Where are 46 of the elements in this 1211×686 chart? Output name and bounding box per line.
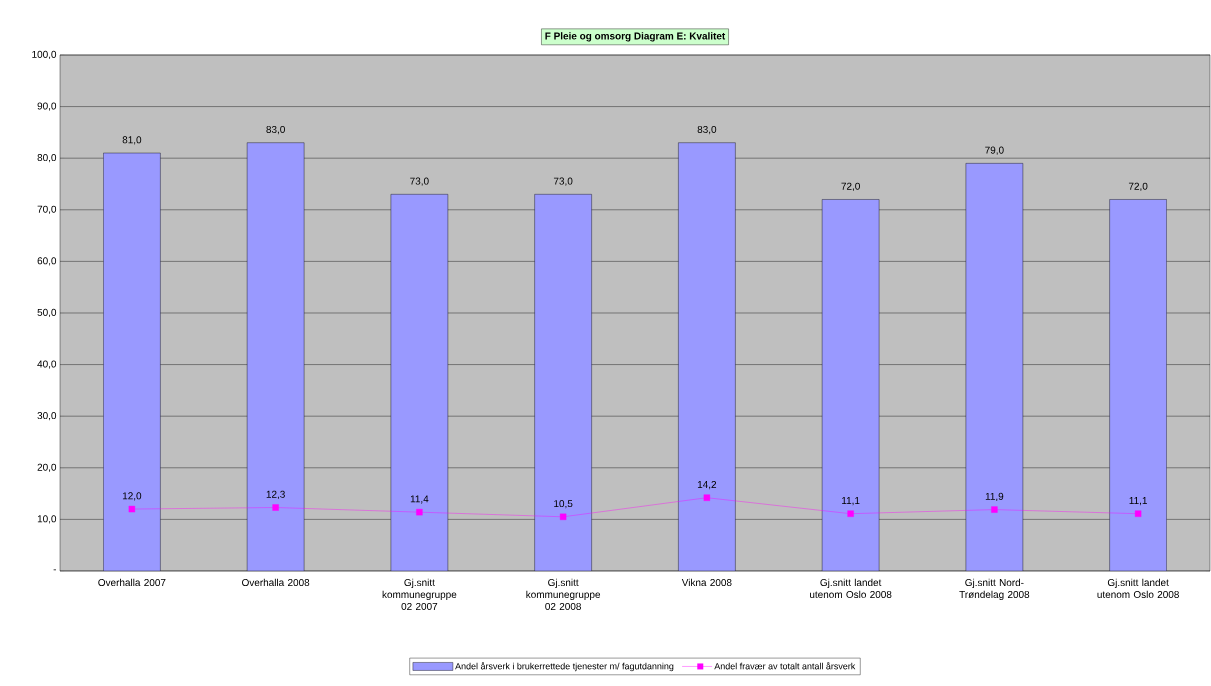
chart-title: F Pleie og omsorg Diagram E: Kvalitet (545, 32, 726, 42)
point (703, 494, 711, 501)
point (128, 505, 136, 513)
data-label: 14,2 (697, 480, 717, 490)
y-tick-label: 80,0 (37, 154, 57, 163)
y-tick-label: - (53, 569, 57, 571)
data-label: 73,0 (553, 177, 573, 186)
y-tick-label: 70,0 (37, 205, 57, 214)
y-tick-label: 10,0 (37, 515, 57, 524)
data-label: 83,0 (697, 125, 717, 135)
y-tick-label: 20,0 (37, 463, 57, 472)
y-tick-label: 60,0 (37, 257, 57, 266)
point (416, 508, 423, 516)
x-tick-label: Gj.snitt landet utenom Oslo 2008 (1097, 578, 1179, 599)
data-label: 72,0 (1128, 182, 1148, 191)
data-label: 83,0 (266, 125, 285, 135)
data-label: 11,1 (842, 497, 860, 506)
point (847, 510, 854, 517)
data-label: 10,5 (554, 500, 573, 509)
x-tick-label: Gj.snitt kommunegruppe 02 2007 (382, 578, 457, 610)
point (1134, 510, 1142, 517)
y-tick-label: 90,0 (37, 102, 57, 111)
x-tick-label: Gj.snitt landet utenom Oslo 2008 (810, 578, 892, 599)
data-label: 72,0 (841, 182, 860, 191)
point (991, 506, 998, 513)
y-tick-label: 100,0 (32, 50, 57, 60)
data-label: 11,1 (1129, 497, 1147, 506)
data-label: 11,4 (410, 495, 429, 504)
x-tick-label: Vikna 2008 (681, 578, 732, 587)
x-tick-label: Overhalla 2007 (98, 578, 166, 587)
data-label: 11,9 (985, 492, 1004, 502)
data-label: 12,3 (266, 490, 285, 499)
y-tick-label: 50,0 (37, 308, 57, 318)
data-label: 12,0 (122, 492, 142, 501)
data-label: 79,0 (985, 146, 1004, 155)
x-tick-label: Overhalla 2008 (242, 578, 310, 587)
data-label: 81,0 (122, 136, 142, 145)
point (559, 513, 567, 520)
data-label: 73,0 (410, 177, 429, 186)
legend-label: Andel fravær av totalt antall årsverk (714, 662, 856, 670)
y-tick-label: 30,0 (37, 412, 57, 421)
legend-label: Andel årsverk i brukerrettede tjenester m/ fagutdanning (455, 662, 674, 672)
x-tick-label: Gj.snitt kommunegruppe 02 2008 (526, 578, 601, 610)
x-tick-label: Gj.snitt Nord-Trøndelag 2008 (959, 578, 1030, 600)
y-tick-label: 40,0 (37, 360, 57, 369)
point (272, 504, 279, 511)
